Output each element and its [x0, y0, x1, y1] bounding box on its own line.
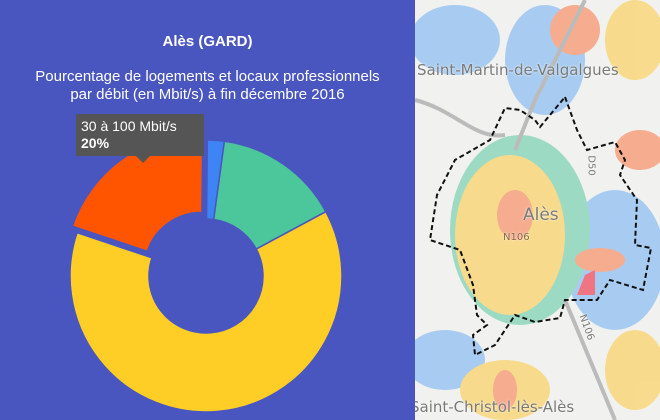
- map-label-ales: Alès: [523, 205, 559, 225]
- chart-title: Alès (GARD): [162, 33, 253, 50]
- donut-chart: [69, 132, 343, 413]
- tooltip-value: 20%: [81, 135, 110, 151]
- donut-slice-1[interactable]: [212, 140, 327, 251]
- map-label-saint-martin: Saint-Martin-de-Valgalgues: [417, 61, 619, 79]
- map[interactable]: Saint-Martin-de-Valgalgues Alès N106 D50…: [415, 0, 660, 420]
- donut-slice-2[interactable]: [69, 210, 343, 413]
- map-label-saint-christol: Saint-Christol-lès-Alès: [415, 398, 575, 416]
- chart-panel: Alès (GARD) Pourcentage de logements et …: [0, 0, 415, 420]
- map-label-n106: N106: [503, 232, 530, 243]
- map-tiles[interactable]: [415, 0, 660, 420]
- chart-subtitle: Pourcentage de logements et locaux profe…: [0, 68, 415, 104]
- tooltip: 30 à 100 Mbit/s 20%: [76, 114, 204, 163]
- subtitle-line-2: par débit (en Mbit/s) à fin décembre 201…: [70, 86, 345, 103]
- tooltip-label: 30 à 100 Mbit/s: [81, 118, 177, 134]
- map-label-d50: D50: [585, 155, 597, 176]
- subtitle-line-1: Pourcentage de logements et locaux profe…: [35, 68, 380, 85]
